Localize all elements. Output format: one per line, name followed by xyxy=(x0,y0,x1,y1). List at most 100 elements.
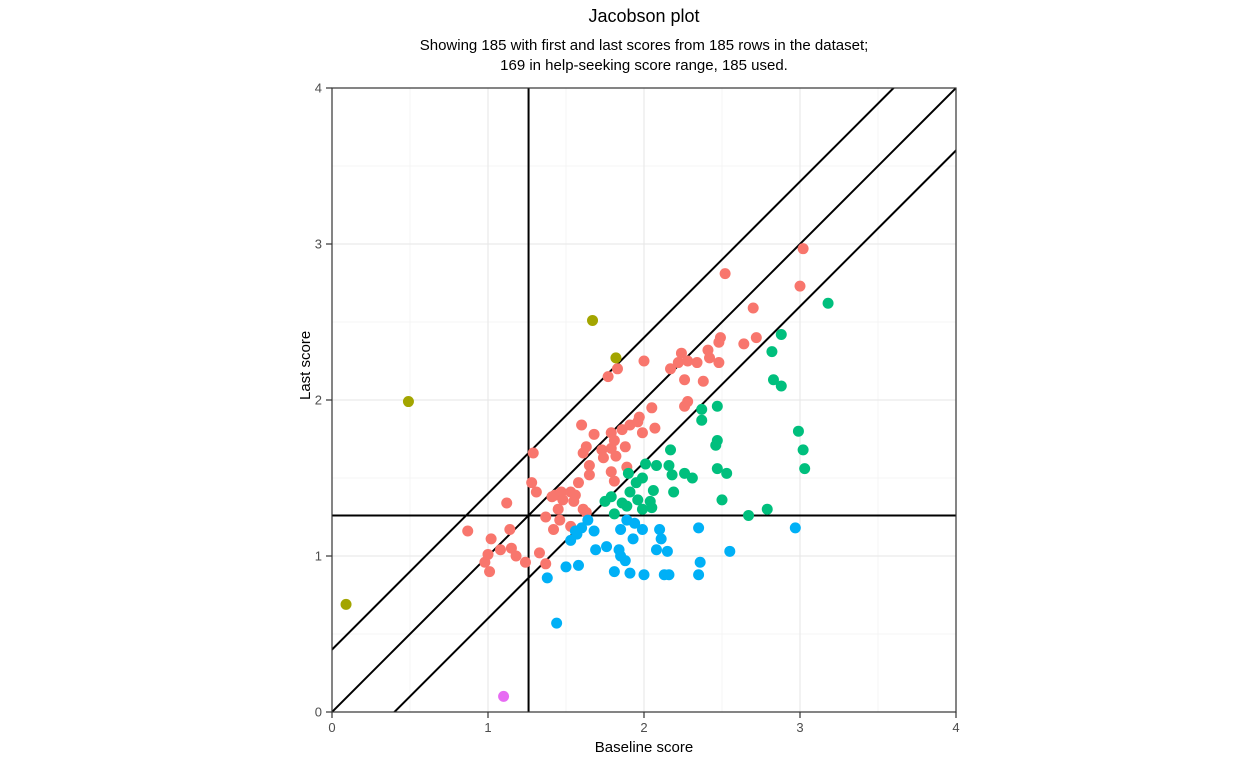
data-point xyxy=(610,352,622,364)
data-point xyxy=(636,427,648,439)
diagonal-reference-line xyxy=(332,88,956,712)
data-point xyxy=(629,517,641,529)
data-point xyxy=(672,357,684,369)
data-point xyxy=(501,497,513,509)
data-point xyxy=(608,435,620,447)
data-point xyxy=(548,523,560,535)
data-point xyxy=(665,444,677,456)
series-green xyxy=(599,297,834,521)
data-point xyxy=(580,441,592,453)
data-point xyxy=(766,346,778,358)
data-point xyxy=(640,458,652,470)
data-point xyxy=(597,452,609,464)
data-point xyxy=(714,332,726,344)
data-point xyxy=(504,523,516,535)
data-point xyxy=(576,419,588,431)
data-point xyxy=(632,494,644,506)
data-point xyxy=(721,467,733,479)
data-point xyxy=(711,463,723,475)
data-point xyxy=(402,396,414,408)
data-point xyxy=(679,374,691,386)
data-point xyxy=(541,572,553,584)
data-point xyxy=(822,297,834,309)
data-point xyxy=(608,475,620,487)
data-point xyxy=(797,444,809,456)
data-point xyxy=(761,503,773,515)
data-point xyxy=(610,450,622,462)
data-point xyxy=(713,357,725,369)
chart-title: Jacobson plot xyxy=(588,6,700,26)
x-tick-label: 3 xyxy=(796,720,803,735)
data-point xyxy=(485,533,497,545)
chart-subtitle-line1: Showing 185 with first and last scores f… xyxy=(419,37,869,54)
data-point xyxy=(686,472,698,484)
data-point xyxy=(582,514,594,526)
data-point xyxy=(775,328,787,340)
data-point xyxy=(738,338,750,350)
data-point xyxy=(682,396,694,408)
data-point xyxy=(482,548,494,560)
data-point xyxy=(510,550,522,562)
series-salmon xyxy=(462,243,809,578)
data-point xyxy=(747,302,759,314)
x-tick-label: 4 xyxy=(952,720,959,735)
data-point xyxy=(498,690,510,702)
data-point xyxy=(794,280,806,292)
data-point xyxy=(797,243,809,255)
data-point xyxy=(551,617,563,629)
data-point xyxy=(527,447,539,459)
y-axis-ticks: 0 1 2 3 4 xyxy=(315,81,332,720)
data-point xyxy=(572,559,584,571)
data-point xyxy=(647,484,659,496)
data-point xyxy=(619,555,631,567)
data-point xyxy=(716,494,728,506)
data-point xyxy=(704,352,716,364)
data-point xyxy=(696,403,708,415)
data-point xyxy=(792,425,804,437)
y-tick-label: 1 xyxy=(315,549,322,564)
x-tick-label: 2 xyxy=(640,720,647,735)
x-tick-label: 0 xyxy=(328,720,335,735)
data-point xyxy=(638,569,650,581)
data-point xyxy=(668,486,680,498)
data-point xyxy=(569,489,581,501)
data-point xyxy=(624,567,636,579)
data-point xyxy=(560,561,572,573)
data-point xyxy=(636,472,648,484)
y-axis-title: Last score xyxy=(297,330,314,400)
data-point xyxy=(693,569,705,581)
series-olive xyxy=(340,314,622,610)
series-magenta xyxy=(498,690,510,702)
data-point xyxy=(621,500,633,512)
chart-subtitle-line2: 169 in help-seeking score range, 185 use… xyxy=(500,57,788,74)
data-point xyxy=(789,522,801,534)
data-point xyxy=(636,503,648,515)
data-point xyxy=(533,547,545,559)
data-point xyxy=(619,441,631,453)
data-point xyxy=(638,355,650,367)
data-point xyxy=(694,556,706,568)
data-point xyxy=(633,411,645,423)
data-point xyxy=(750,332,762,344)
data-point xyxy=(666,469,678,481)
data-point xyxy=(557,494,569,506)
data-point xyxy=(636,523,648,535)
data-point xyxy=(650,460,662,472)
data-point xyxy=(682,355,694,367)
data-point xyxy=(646,502,658,514)
data-point xyxy=(649,422,661,434)
data-point xyxy=(675,347,687,359)
data-point xyxy=(696,414,708,426)
data-point xyxy=(484,566,496,578)
data-point xyxy=(615,523,627,535)
y-tick-label: 2 xyxy=(315,393,322,408)
data-point xyxy=(494,544,506,556)
data-point xyxy=(605,491,617,503)
data-point xyxy=(646,402,658,414)
data-point xyxy=(530,486,542,498)
data-point xyxy=(608,566,620,578)
data-point xyxy=(462,525,474,537)
data-point xyxy=(697,375,709,387)
